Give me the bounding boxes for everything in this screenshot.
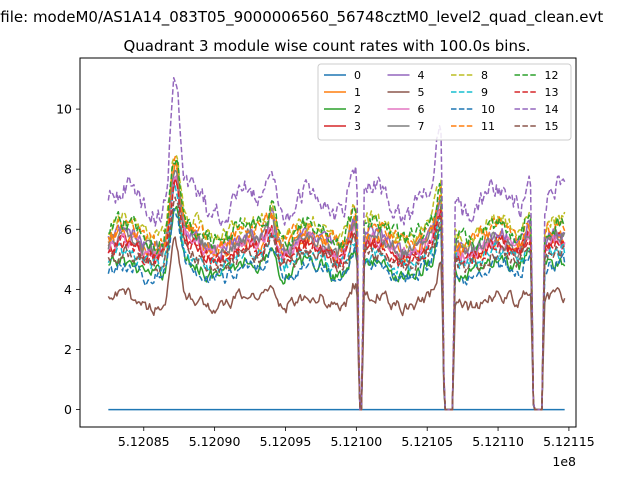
legend-label-13: 13 — [545, 86, 559, 99]
x-tick-label: 5.12100 — [330, 434, 382, 449]
chart-title: Quadrant 3 module wise count rates with … — [123, 37, 530, 55]
x-tick-label: 5.12105 — [401, 434, 453, 449]
y-axis: 0 2 4 6 8 10 — [56, 102, 80, 417]
series-line-1 — [107, 162, 566, 411]
legend-label-0: 0 — [354, 69, 361, 82]
legend-label-9: 9 — [481, 86, 488, 99]
y-tick-label: 8 — [64, 162, 72, 177]
x-axis: 5.12085 5.12090 5.12095 5.12100 5.12105 5.121… — [118, 427, 595, 449]
legend-label-4: 4 — [418, 69, 425, 82]
figure-suptitle: n file: modeM0/AS1A14_083T05_9000006560_… — [0, 8, 604, 26]
x-tick-label: 5.12085 — [118, 434, 170, 449]
series-line-12 — [108, 158, 566, 411]
x-tick-label: 5.12090 — [189, 434, 241, 449]
series-line-14 — [107, 76, 566, 411]
series-line-10 — [107, 208, 566, 411]
legend-label-2: 2 — [354, 103, 361, 116]
legend-label-1: 1 — [354, 86, 361, 99]
series-line-9 — [107, 185, 566, 411]
y-tick-label: 2 — [64, 342, 72, 357]
legend-label-8: 8 — [481, 69, 488, 82]
y-tick-label: 4 — [64, 282, 72, 297]
y-tick-label: 6 — [64, 222, 72, 237]
y-tick-label: 10 — [56, 102, 72, 117]
legend-label-11: 11 — [481, 120, 495, 133]
series-line-7 — [107, 169, 566, 411]
axes-frame — [79, 57, 577, 428]
legend-label-10: 10 — [481, 103, 495, 116]
series-line-15 — [107, 196, 565, 411]
series-layer — [107, 76, 566, 411]
legend-label-7: 7 — [418, 120, 425, 133]
legend-label-3: 3 — [354, 120, 361, 133]
x-tick-label: 5.12095 — [260, 434, 312, 449]
series-line-13 — [107, 179, 566, 411]
series-line-5 — [107, 236, 566, 411]
legend-label-6: 6 — [418, 103, 425, 116]
legend-label-5: 5 — [418, 86, 425, 99]
legend-label-14: 14 — [545, 103, 559, 116]
legend-label-12: 12 — [545, 69, 559, 82]
legend-box — [317, 63, 572, 141]
legend-label-15: 15 — [545, 120, 559, 133]
x-tick-label: 5.12115 — [543, 434, 595, 449]
x-tick-label: 5.12110 — [472, 434, 524, 449]
y-tick-label: 0 — [64, 402, 72, 417]
x-offset-label: 1e8 — [552, 454, 576, 469]
